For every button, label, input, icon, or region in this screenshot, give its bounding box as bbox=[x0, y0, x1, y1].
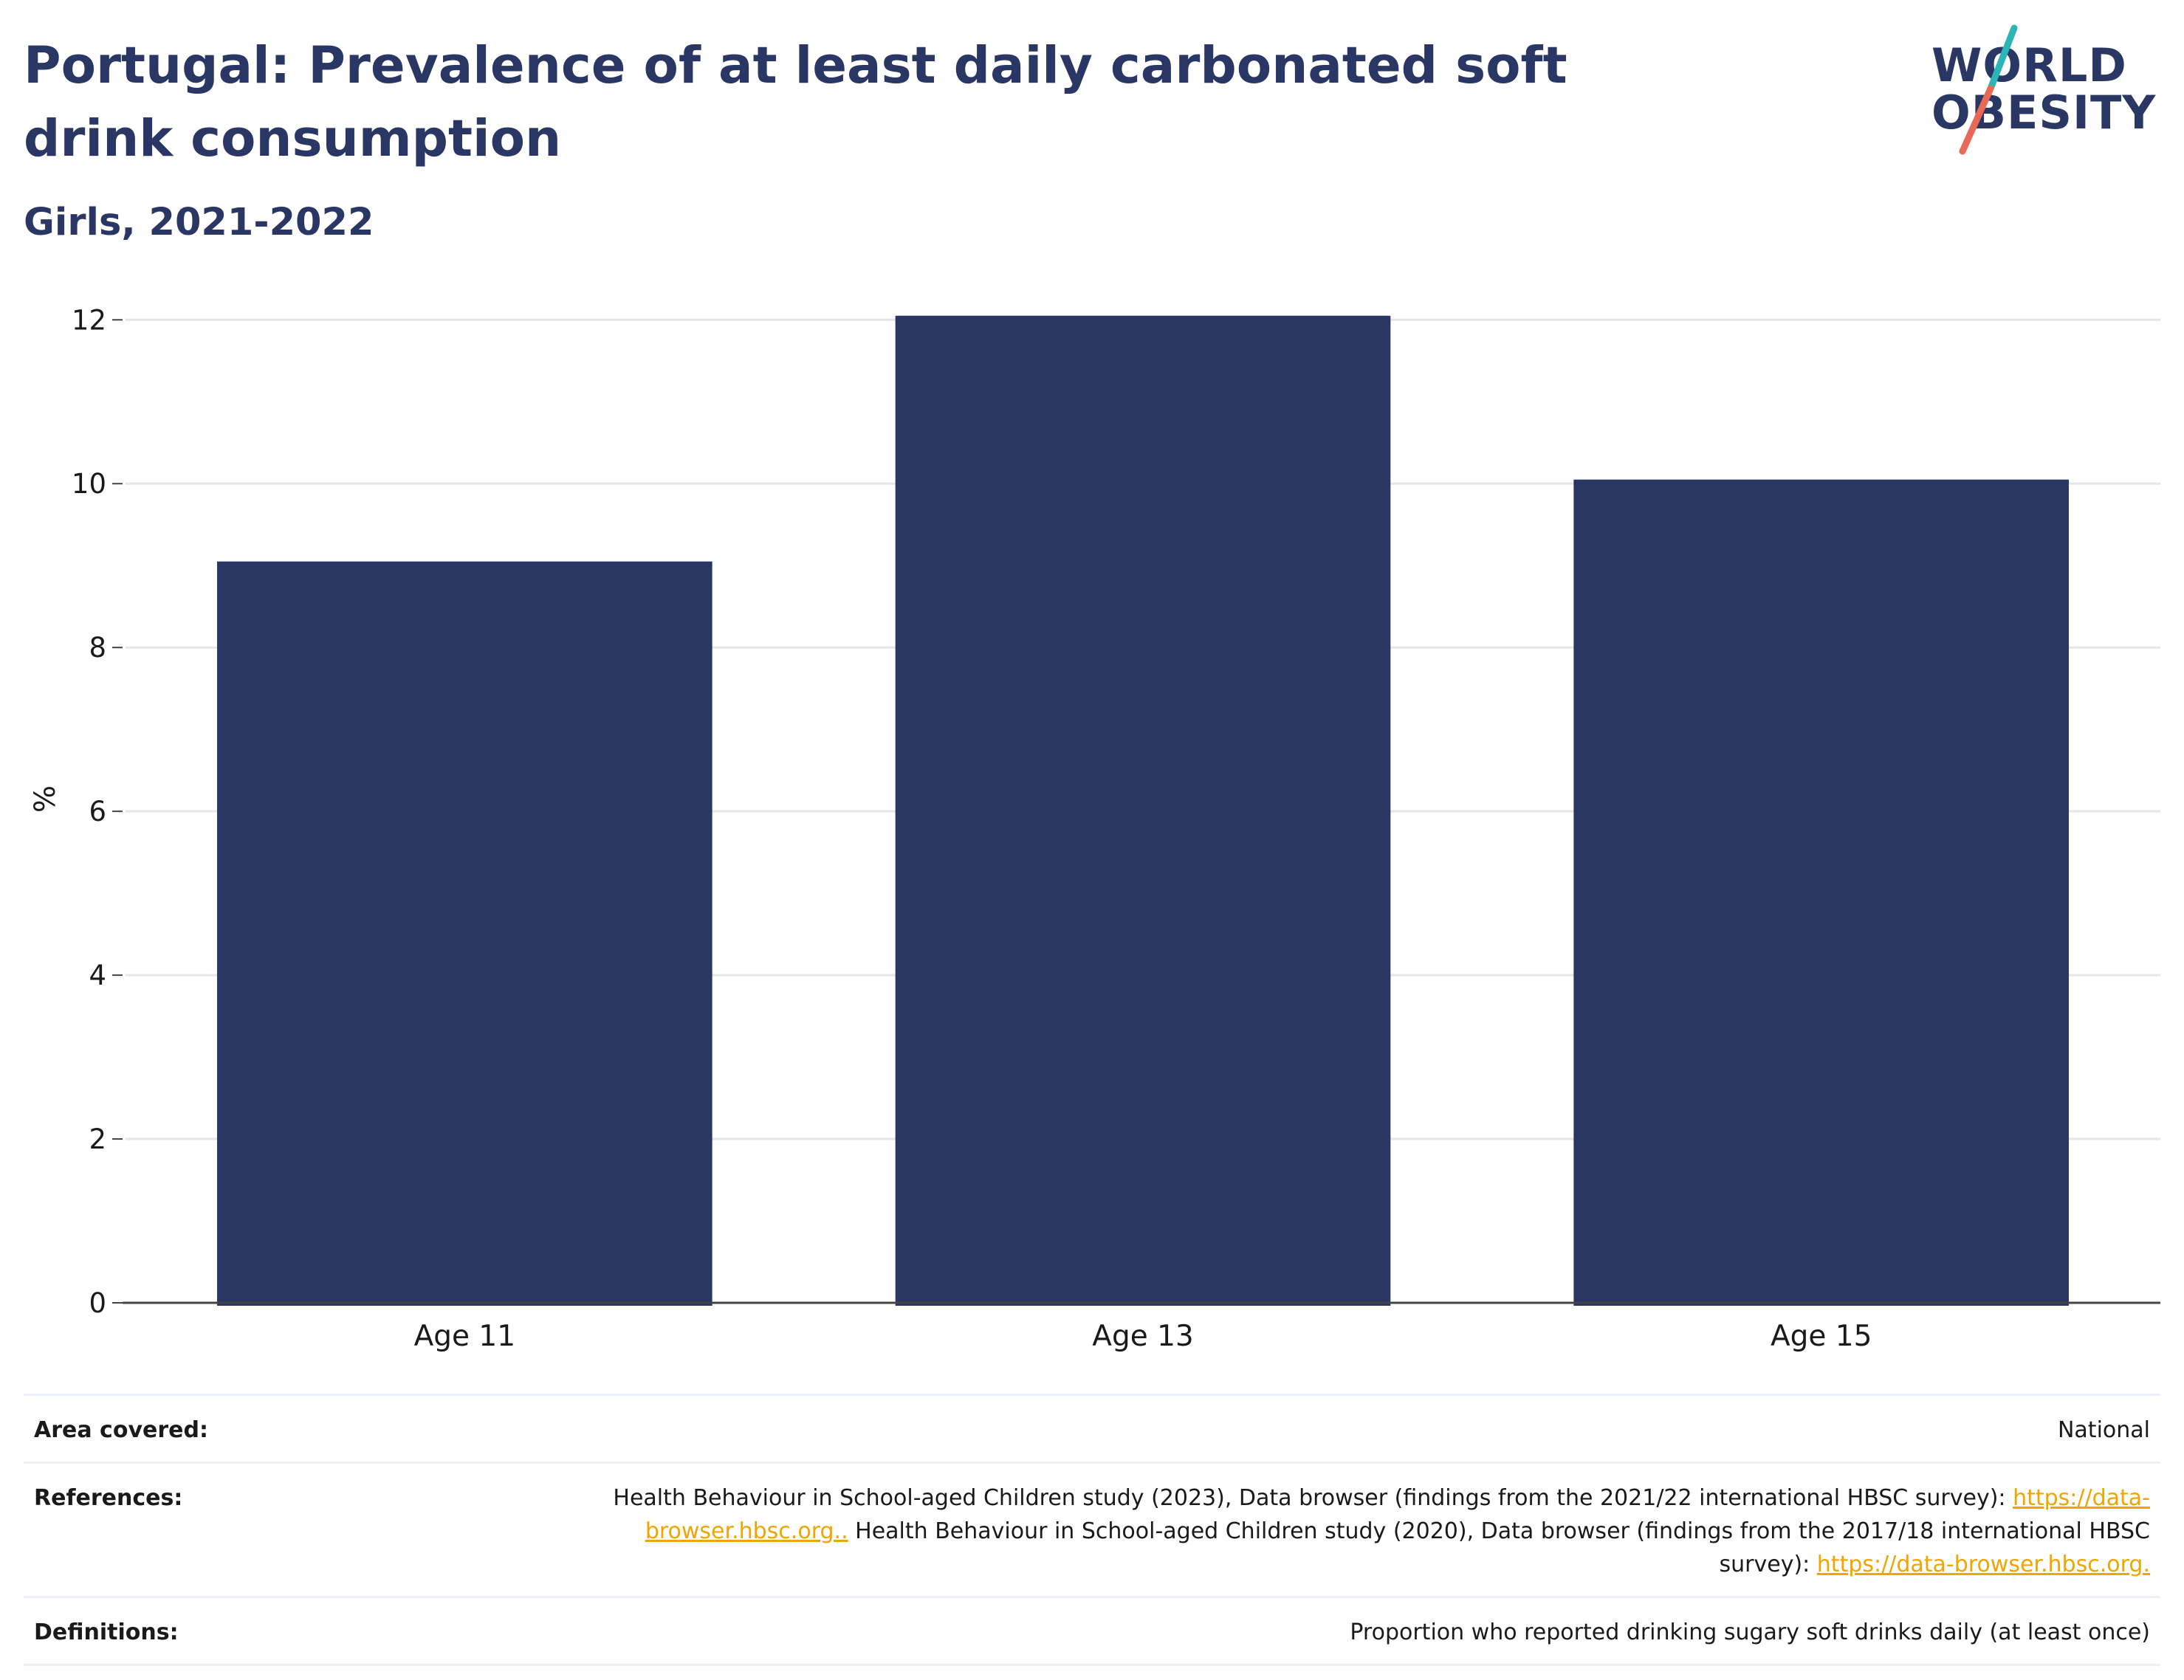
bar-chart: 0 2 4 6 8 10 12 Age 11 Age 13 Age 15% bbox=[0, 280, 2184, 1388]
metadata-table: Area covered: National References: Healt… bbox=[24, 1394, 2160, 1666]
area-covered-value: National bbox=[2057, 1417, 2150, 1443]
bar-age-15[interactable] bbox=[1573, 479, 2069, 1307]
y-tick-label: 6 bbox=[89, 796, 106, 827]
bar-age-11[interactable] bbox=[217, 561, 712, 1306]
reference-text-2: Health Behaviour in School-aged Children… bbox=[848, 1518, 2150, 1577]
y-tick-label: 4 bbox=[89, 960, 106, 991]
x-tick-label: Age 11 bbox=[414, 1320, 515, 1353]
definitions-label: Definitions: bbox=[34, 1619, 179, 1645]
bar-age-13[interactable] bbox=[895, 315, 1391, 1306]
y-tick-label: 0 bbox=[89, 1287, 106, 1319]
y-tick-label: 10 bbox=[72, 468, 106, 500]
world-obesity-logo: WORLD OBESITY bbox=[1920, 22, 2171, 155]
y-axis-title: % bbox=[29, 785, 62, 813]
meta-row-definitions: Definitions: Proportion who reported dri… bbox=[24, 1596, 2160, 1666]
reference-text-1: Health Behaviour in School-aged Children… bbox=[613, 1485, 2013, 1511]
definitions-value: Proportion who reported drinking sugary … bbox=[1350, 1619, 2150, 1645]
area-covered-label: Area covered: bbox=[34, 1417, 208, 1443]
x-tick-label: Age 15 bbox=[1771, 1320, 1872, 1353]
references-label: References: bbox=[34, 1485, 183, 1511]
references-value: Health Behaviour in School-aged Children… bbox=[600, 1481, 2150, 1581]
logo-text-world: WORLD bbox=[1931, 38, 2127, 92]
reference-link-2[interactable]: https://data-browser.hbsc.org. bbox=[1816, 1552, 2150, 1577]
reference-link-1[interactable]: https://data-browser.hbsc.org.. bbox=[645, 1485, 2150, 1544]
meta-row-area: Area covered: National bbox=[24, 1394, 2160, 1462]
x-tick-label: Age 13 bbox=[1092, 1320, 1193, 1353]
y-tick-label: 2 bbox=[89, 1123, 106, 1155]
chart-title: Portugal: Prevalence of at least daily c… bbox=[24, 36, 1567, 169]
meta-row-references: References: Health Behaviour in School-a… bbox=[24, 1462, 2160, 1596]
logo-slash-icon bbox=[1959, 24, 2018, 155]
chart-svg: 0 2 4 6 8 10 12 Age 11 Age 13 Age 15% bbox=[29, 304, 2160, 1353]
y-tick-label: 8 bbox=[89, 632, 106, 664]
chart-subtitle: Girls, 2021-2022 bbox=[24, 201, 374, 244]
logo-text-obesity: OBESITY bbox=[1931, 86, 2157, 140]
y-tick-label: 12 bbox=[72, 304, 106, 336]
